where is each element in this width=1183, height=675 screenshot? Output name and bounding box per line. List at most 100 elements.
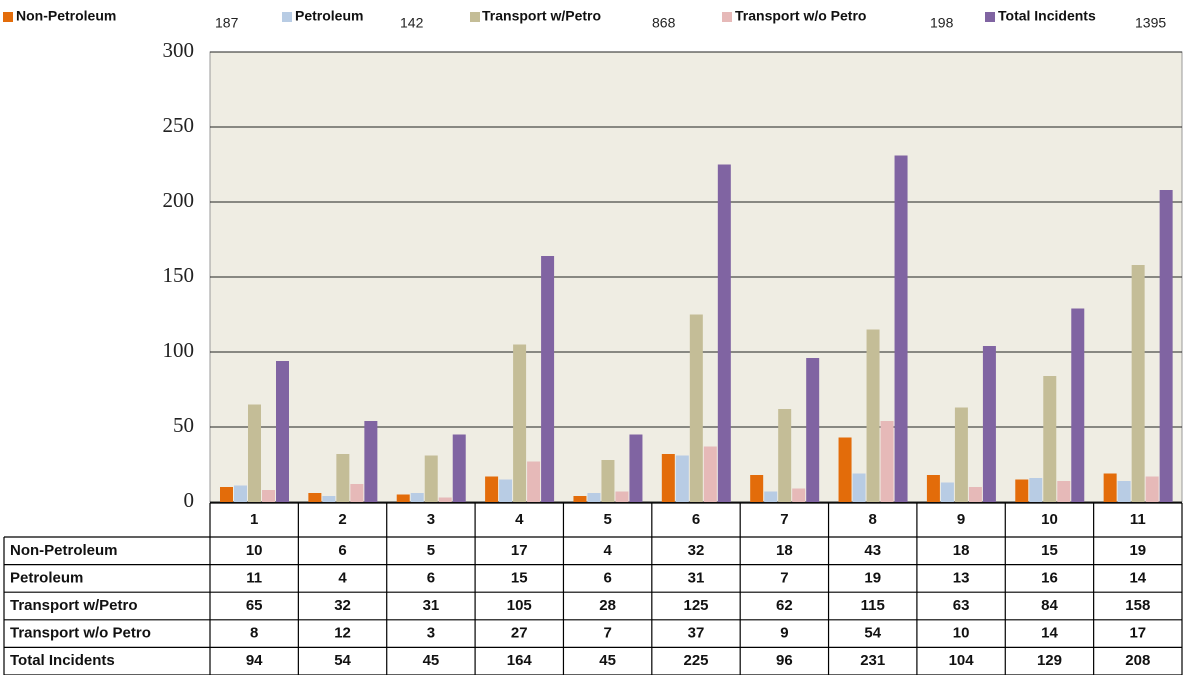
legend-swatch: [470, 12, 480, 22]
bar: [1117, 481, 1131, 502]
bar: [1071, 308, 1085, 502]
table-cell: 129: [1037, 652, 1062, 669]
bar: [1015, 479, 1029, 502]
bar: [220, 487, 233, 502]
table-cell: 27: [511, 625, 528, 642]
bar: [424, 455, 438, 502]
bar: [661, 454, 675, 502]
table-cell: 54: [864, 625, 881, 642]
bar: [940, 482, 954, 502]
table-cell: 31: [688, 569, 705, 586]
bar: [396, 494, 410, 502]
bar: [1159, 190, 1173, 502]
bar: [276, 361, 289, 502]
bar: [513, 344, 527, 502]
table-cell: 15: [1041, 542, 1058, 559]
bar: [675, 455, 689, 502]
legend-label: Non-Petroleum: [16, 8, 116, 24]
table-cell: 4: [603, 542, 612, 559]
table-row-label: Total Incidents: [10, 652, 115, 669]
bar: [629, 434, 643, 502]
bar: [968, 487, 982, 502]
legend-swatch: [3, 12, 13, 22]
bar: [926, 475, 940, 502]
bar: [485, 476, 499, 502]
legend-label: Transport w/Petro: [482, 8, 601, 24]
x-tick-label: 4: [515, 511, 524, 528]
bar: [410, 493, 424, 502]
legend-total: 187: [215, 15, 239, 31]
bar: [717, 164, 731, 502]
table-cell: 37: [688, 625, 705, 642]
table-cell: 9: [780, 625, 788, 642]
table-cell: 54: [334, 652, 351, 669]
x-tick-label: 9: [957, 511, 965, 528]
table-cell: 19: [1129, 542, 1146, 559]
bar: [1131, 265, 1145, 502]
table-cell: 158: [1125, 597, 1150, 614]
table-cell: 17: [511, 542, 528, 559]
table-cell: 14: [1041, 625, 1058, 642]
table-cell: 16: [1041, 569, 1058, 586]
table-cell: 17: [1129, 625, 1146, 642]
bar: [838, 437, 852, 502]
y-tick-label: 100: [163, 338, 195, 362]
bar: [703, 446, 717, 502]
table-cell: 11: [246, 569, 262, 586]
bar: [336, 454, 350, 502]
bar: [364, 421, 378, 502]
bar: [587, 493, 601, 502]
y-tick-label: 250: [163, 113, 195, 137]
table-cell: 15: [511, 569, 528, 586]
bar: [248, 404, 261, 502]
table-cell: 28: [599, 597, 616, 614]
table-cell: 12: [334, 625, 351, 642]
table-cell: 96: [776, 652, 793, 669]
table-cell: 105: [507, 597, 532, 614]
table-cell: 208: [1125, 652, 1150, 669]
bar: [778, 409, 792, 502]
table-cell: 3: [427, 625, 435, 642]
bar: [601, 460, 615, 502]
table-cell: 4: [338, 569, 347, 586]
table-row-label: Transport w/Petro: [10, 597, 138, 614]
table-cell: 84: [1041, 597, 1058, 614]
table-cell: 6: [427, 569, 435, 586]
y-tick-label: 0: [184, 488, 195, 512]
legend-total: 868: [652, 15, 676, 31]
bar: [866, 329, 880, 502]
x-tick-label: 2: [338, 511, 346, 528]
table-cell: 43: [864, 542, 881, 559]
table-cell: 115: [861, 597, 885, 614]
table-cell: 14: [1129, 569, 1146, 586]
legend-total: 198: [930, 15, 954, 31]
table-cell: 225: [683, 652, 708, 669]
table-cell: 13: [953, 569, 970, 586]
bar: [852, 473, 866, 502]
table-cell: 125: [683, 597, 708, 614]
legend-label: Transport w/o Petro: [735, 8, 866, 24]
bar: [750, 475, 764, 502]
table-cell: 62: [776, 597, 793, 614]
legend-label: Petroleum: [295, 8, 363, 24]
bar: [792, 488, 806, 502]
bar: [452, 434, 466, 502]
x-tick-label: 1: [250, 511, 258, 528]
table-cell: 45: [599, 652, 616, 669]
bar: [1057, 481, 1071, 502]
table-cell: 32: [688, 542, 705, 559]
x-tick-label: 10: [1041, 511, 1058, 528]
bar: [322, 496, 336, 502]
x-tick-label: 6: [692, 511, 700, 528]
table-cell: 104: [949, 652, 975, 669]
bar: [689, 314, 703, 502]
table-cell: 63: [953, 597, 970, 614]
bar: [1145, 476, 1159, 502]
table-cell: 94: [246, 652, 263, 669]
bar: [954, 407, 968, 502]
y-tick-label: 150: [163, 263, 195, 287]
y-tick-label: 300: [163, 38, 195, 62]
bar: [615, 491, 629, 502]
x-tick-label: 8: [869, 511, 877, 528]
